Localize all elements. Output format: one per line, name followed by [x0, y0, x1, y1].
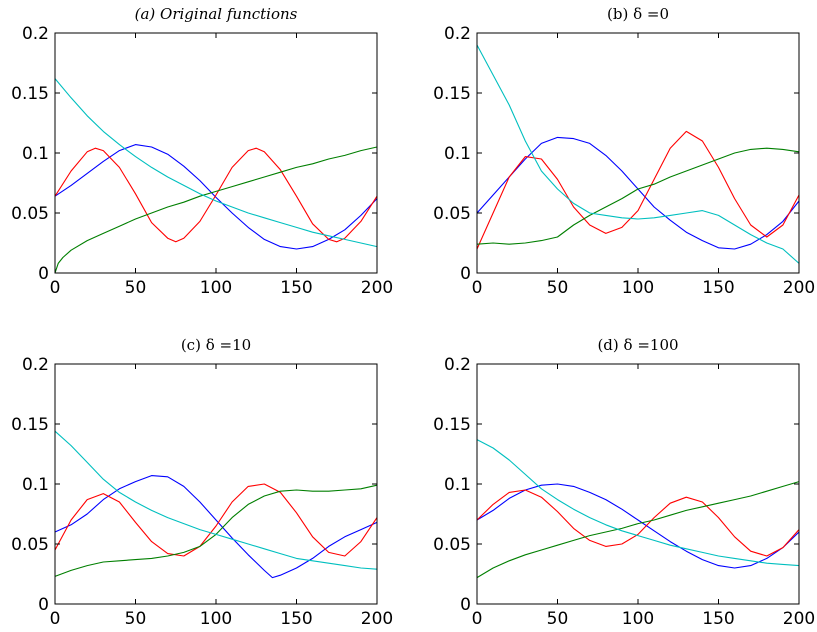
x-tick-label: 0: [472, 278, 483, 298]
y-tick-label: 0.05: [11, 535, 49, 555]
y-tick-label: 0.1: [444, 144, 471, 164]
x-tick-label: 150: [702, 278, 734, 298]
x-tick-label: 0: [50, 609, 61, 629]
axes-frame: [54, 32, 378, 274]
x-tick-label: 100: [622, 278, 654, 298]
x-tick-label: 50: [125, 609, 147, 629]
series-line-red: [54, 147, 378, 243]
x-tick-label: 0: [472, 609, 483, 629]
y-tick-label: 0.2: [444, 355, 471, 375]
y-tick-label: 0.15: [11, 84, 49, 104]
y-tick-label: 0.2: [22, 24, 49, 44]
y-tick-label: 0.1: [22, 475, 49, 495]
series-line-red: [476, 130, 800, 250]
y-tick-label: 0.15: [433, 415, 471, 435]
y-tick-label: 0: [460, 595, 471, 615]
series-line-red: [476, 489, 800, 557]
y-tick-label: 0: [38, 264, 49, 284]
y-tick-label: 0.05: [433, 204, 471, 224]
x-tick-label: 50: [547, 278, 569, 298]
y-tick-label: 0.05: [433, 535, 471, 555]
subplot-title: (d) δ =100: [597, 336, 678, 354]
y-tick-label: 0.1: [444, 475, 471, 495]
subplot-2: (c) δ =10 0 50 100 150 200 0 0.05 0.1 0.15 0.2: [11, 336, 393, 629]
axes-frame: [476, 32, 800, 274]
axes-frame: [54, 363, 378, 605]
y-tick-label: 0.2: [444, 24, 471, 44]
subplot-0: (a) Original functions 0 50 100 150 200 0 0.05 0…: [11, 5, 393, 298]
x-tick-label: 200: [783, 278, 815, 298]
series-line-blue: [54, 144, 378, 250]
x-tick-label: 150: [280, 609, 312, 629]
x-tick-label: 200: [361, 278, 393, 298]
x-tick-label: 100: [200, 278, 232, 298]
x-tick-label: 200: [783, 609, 815, 629]
series-line-red: [54, 483, 378, 557]
series-line-cyan: [476, 439, 800, 567]
subplot-title: (a) Original functions: [135, 5, 298, 23]
series-line-green: [54, 146, 378, 274]
y-tick-label: 0: [460, 264, 471, 284]
series-line-blue: [476, 136, 800, 250]
subplot-title: (c) δ =10: [181, 336, 251, 354]
series-line-cyan: [476, 44, 800, 264]
x-tick-label: 50: [547, 609, 569, 629]
x-tick-label: 150: [280, 278, 312, 298]
series-line-blue: [54, 475, 378, 579]
y-tick-label: 0.2: [22, 355, 49, 375]
axes-frame: [476, 363, 800, 605]
series-line-cyan: [54, 78, 378, 248]
subplot-title: (b) δ =0: [607, 5, 669, 23]
x-tick-label: 50: [125, 278, 147, 298]
subplot-3: (d) δ =100 0 50 100 150 200 0 0.05 0.1 0.15 0.2: [433, 336, 815, 629]
y-tick-label: 0.05: [11, 204, 49, 224]
subplot-1: (b) δ =0 0 50 100 150 200 0 0.05 0.1 0.15 0.2: [433, 5, 815, 298]
x-tick-label: 0: [50, 278, 61, 298]
y-tick-label: 0.15: [11, 415, 49, 435]
y-tick-label: 0.1: [22, 144, 49, 164]
x-tick-label: 150: [702, 609, 734, 629]
series-line-cyan: [54, 430, 378, 570]
y-tick-label: 0.15: [433, 84, 471, 104]
series-line-green: [476, 481, 800, 579]
x-tick-label: 100: [622, 609, 654, 629]
series-line-blue: [476, 483, 800, 569]
y-tick-label: 0: [38, 595, 49, 615]
series-line-green: [476, 147, 800, 245]
x-tick-label: 100: [200, 609, 232, 629]
x-tick-label: 200: [361, 609, 393, 629]
